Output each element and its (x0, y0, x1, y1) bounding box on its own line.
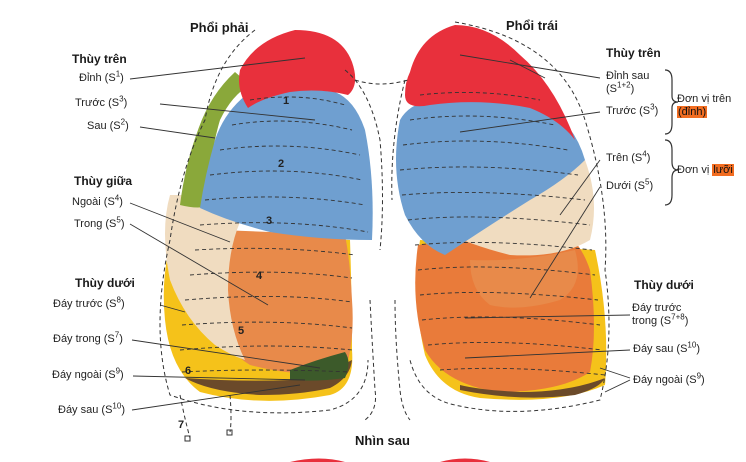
upper-unit-label: Đơn vị trên (đỉnh) (677, 93, 732, 118)
right-middle-lobe-heading: Thùy giữa (74, 174, 133, 188)
right-lung (159, 29, 383, 414)
right-lateral-basal-label: Đáy ngoài (S9) (52, 366, 124, 381)
contour-number-4: 4 (256, 270, 263, 282)
left-superior-lingular-label: Trên (S4) (606, 149, 651, 164)
left-contour-lines (391, 21, 610, 412)
unit-braces (664, 69, 679, 206)
right-posterior-label: Sau (S2) (87, 117, 129, 132)
contour-number-1: 1 (283, 95, 289, 107)
left-apicoposterior-label: Đỉnh sau (S1+2) (606, 70, 650, 95)
bronchus-marker-right (226, 429, 233, 436)
right-lateral-segment (165, 195, 245, 360)
brace-upper-unit (664, 69, 679, 135)
lingula-unit-label: Đơn vị lưỡi (677, 164, 734, 176)
mediastinum-outline (179, 79, 411, 439)
left-upper-lobe-heading: Thùy trên (606, 46, 661, 60)
right-medial-segment (213, 230, 353, 374)
left-inferior-lingular-label: Dưới (S5) (606, 177, 654, 192)
right-lateral-label: Ngoài (S4) (72, 193, 123, 208)
right-anterior-basal-label: Đáy trước (S8) (53, 295, 125, 310)
left-anterior-label: Trước (S3) (606, 102, 659, 117)
right-anterior-label: Trước (S3) (75, 94, 128, 109)
left-anterior-segment (396, 96, 585, 255)
leader-lines (129, 54, 631, 411)
right-apical-label: Đỉnh (S1) (79, 69, 124, 84)
bronchus-marker-left (184, 435, 191, 442)
brace-lingula-unit (664, 139, 679, 206)
contour-number-2: 2 (278, 158, 284, 170)
left-posterior-basal (460, 378, 605, 398)
right-medial-basal (290, 352, 349, 381)
view-title: Nhìn sau (355, 433, 410, 448)
right-posterior-basal (185, 360, 352, 395)
right-contour-lines (159, 29, 383, 414)
left-anteromedial-basal-label: Đáy trước trong (S7+8) (632, 302, 689, 327)
left-lung-title: Phổi trái (506, 18, 559, 33)
contour-number-3: 3 (266, 215, 272, 227)
right-upper-lobe-heading: Thùy trên (72, 52, 127, 66)
contour-number-7: 7 (178, 419, 184, 431)
next-figure-hint-left (290, 458, 345, 462)
right-anterior-segment (200, 89, 373, 240)
left-apicoposterior-segment (405, 25, 575, 140)
right-medial-label: Trong (S5) (74, 215, 125, 230)
right-lung-title: Phổi phải (190, 20, 249, 35)
contour-number-6: 6 (185, 365, 191, 377)
left-lower-lobe-heading: Thùy dưới (634, 278, 694, 292)
left-lung (391, 21, 610, 412)
contour-number-5: 5 (238, 325, 244, 337)
right-apical-segment (239, 30, 356, 108)
right-lower-lobe-heading: Thùy dưới (75, 276, 135, 290)
next-figure-hint-right (440, 458, 490, 462)
left-lateral-basal-label: Đáy ngoài (S9) (633, 371, 705, 386)
right-posterior-basal-label: Đáy sau (S10) (58, 401, 125, 416)
left-posterior-basal-label: Đáy sau (S10) (633, 340, 700, 355)
right-posterior-segment (180, 72, 250, 208)
right-medial-basal-label: Đáy trong (S7) (53, 330, 123, 345)
